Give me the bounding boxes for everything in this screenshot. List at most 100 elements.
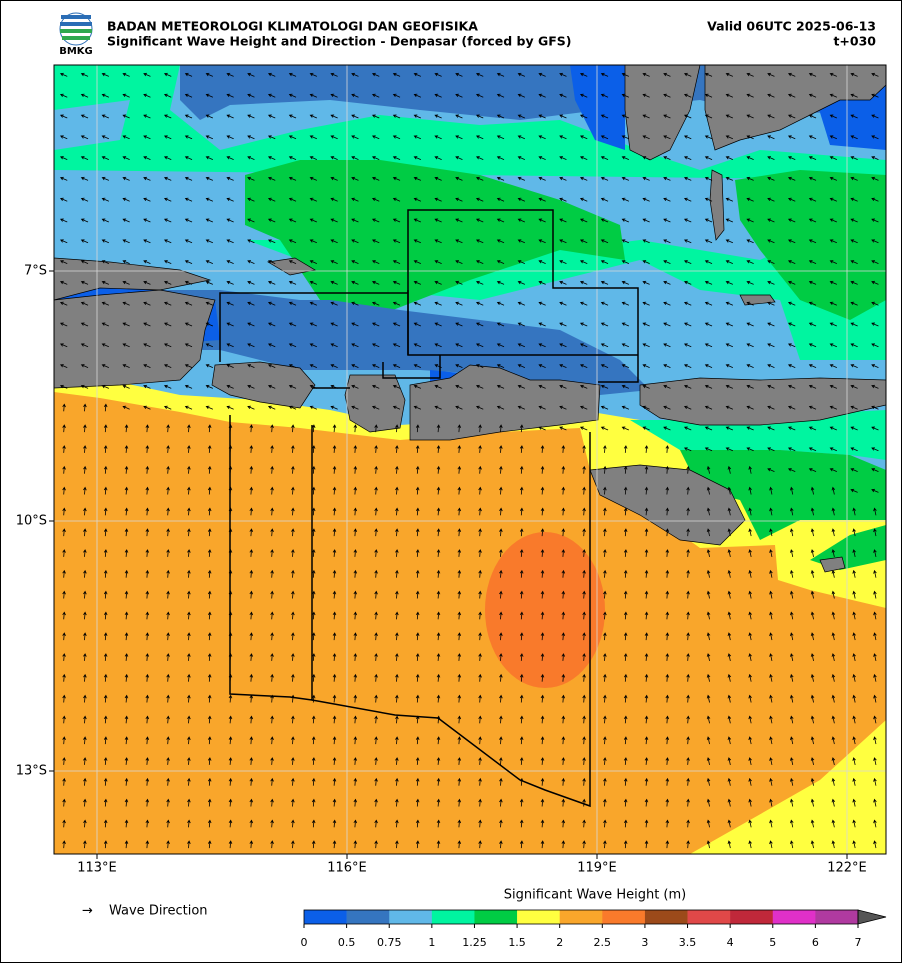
wave-arrow <box>163 260 172 264</box>
colorbar-tick-label: 0.75 <box>377 936 402 949</box>
wave-arrow <box>103 611 108 620</box>
wave-arrow <box>663 93 671 98</box>
wave-arrow <box>725 301 734 306</box>
wave-arrow <box>62 673 66 682</box>
wave-arrow <box>706 632 711 641</box>
wave-arrow <box>704 176 713 181</box>
wave-arrow <box>621 426 630 431</box>
wave-arrow <box>871 488 879 493</box>
wave-arrow <box>332 528 337 537</box>
wave-arrow <box>621 384 630 389</box>
wave-arrow <box>623 611 628 620</box>
wave-arrow <box>371 156 380 160</box>
wave-arrow <box>540 840 545 849</box>
wave-arrow <box>145 569 150 578</box>
wave-arrow <box>623 507 628 516</box>
wave-arrow <box>683 176 692 181</box>
wave-arrow <box>124 611 129 620</box>
wave-arrow <box>163 405 172 410</box>
wave-arrow <box>810 757 815 765</box>
wave-arrow <box>434 405 442 410</box>
wave-arrow <box>582 465 586 474</box>
wave-arrow <box>455 301 463 306</box>
wave-arrow <box>579 405 588 410</box>
wave-arrow <box>288 135 297 140</box>
wave-arrow <box>226 384 234 389</box>
wave-arrow <box>706 736 711 745</box>
wave-arrow <box>873 798 877 807</box>
wave-arrow <box>725 197 734 202</box>
wave-arrow <box>829 135 838 140</box>
wave-arrow <box>80 384 89 389</box>
wave-arrow <box>330 239 338 244</box>
wave-arrow <box>603 736 607 745</box>
wave-arrow <box>226 72 234 77</box>
wave-arrow <box>478 653 482 661</box>
wave-arrow <box>267 384 276 389</box>
wave-arrow <box>706 715 711 724</box>
lon-label: 119°E <box>577 861 617 876</box>
wave-arrow <box>644 445 649 453</box>
wave-arrow <box>519 424 524 433</box>
wave-arrow <box>519 840 524 849</box>
wave-arrow <box>831 569 836 578</box>
wave-arrow <box>353 653 358 661</box>
wave-arrow <box>475 364 484 368</box>
wave-arrow <box>831 528 836 537</box>
wave-arrow <box>143 218 151 223</box>
wave-arrow <box>288 301 297 306</box>
wave-arrow <box>704 260 713 264</box>
wave-arrow <box>642 197 650 202</box>
wave-arrow <box>436 528 441 537</box>
wave-arrow <box>559 135 567 140</box>
wave-arrow <box>787 114 796 119</box>
wave-arrow <box>291 632 295 641</box>
wave-arrow <box>683 260 692 264</box>
wave-arrow <box>415 757 420 765</box>
wave-arrow <box>559 218 567 223</box>
wave-arrow <box>873 528 877 537</box>
wave-arrow <box>166 528 170 537</box>
wave-arrow <box>665 653 670 661</box>
wave-arrow <box>478 424 482 433</box>
wave-arrow <box>101 301 110 306</box>
wave-arrow <box>371 218 380 223</box>
legend-arrow: → <box>82 904 93 919</box>
wave-arrow <box>623 569 628 578</box>
wave-arrow <box>810 819 815 828</box>
wave-arrow <box>247 280 255 285</box>
wave-arrow <box>351 156 359 160</box>
wave-arrow <box>436 757 441 765</box>
wave-arrow <box>101 364 110 368</box>
wave-arrow <box>392 260 401 264</box>
wave-arrow <box>704 218 713 223</box>
wave-arrow <box>395 736 399 745</box>
wave-arrow <box>187 528 191 537</box>
wave-arrow <box>166 549 170 557</box>
wave-arrow <box>706 653 711 661</box>
wave-arrow <box>603 465 607 474</box>
wave-arrow <box>62 715 66 724</box>
wave-arrow <box>330 260 338 264</box>
wave-arrow <box>623 465 628 474</box>
wave-arrow <box>790 486 794 495</box>
wave-arrow <box>603 777 607 786</box>
wave-arrow <box>392 239 401 244</box>
wave-arrow <box>226 405 234 410</box>
wave-arrow <box>207 798 212 807</box>
wave-arrow <box>519 757 524 765</box>
wave-arrow <box>62 777 66 786</box>
wave-arrow <box>166 569 170 578</box>
wave-arrow <box>850 197 858 202</box>
wave-arrow <box>249 486 254 495</box>
wave-arrow <box>831 611 836 620</box>
wave-arrow <box>642 384 650 389</box>
wave-arrow <box>184 197 193 202</box>
wave-arrow <box>143 239 151 244</box>
wave-arrow <box>395 715 399 724</box>
wave-arrow <box>455 218 463 223</box>
wave-arrow <box>871 218 879 223</box>
wave-arrow <box>623 590 628 599</box>
wave-arrow <box>103 569 108 578</box>
wave-arrow <box>769 694 773 703</box>
